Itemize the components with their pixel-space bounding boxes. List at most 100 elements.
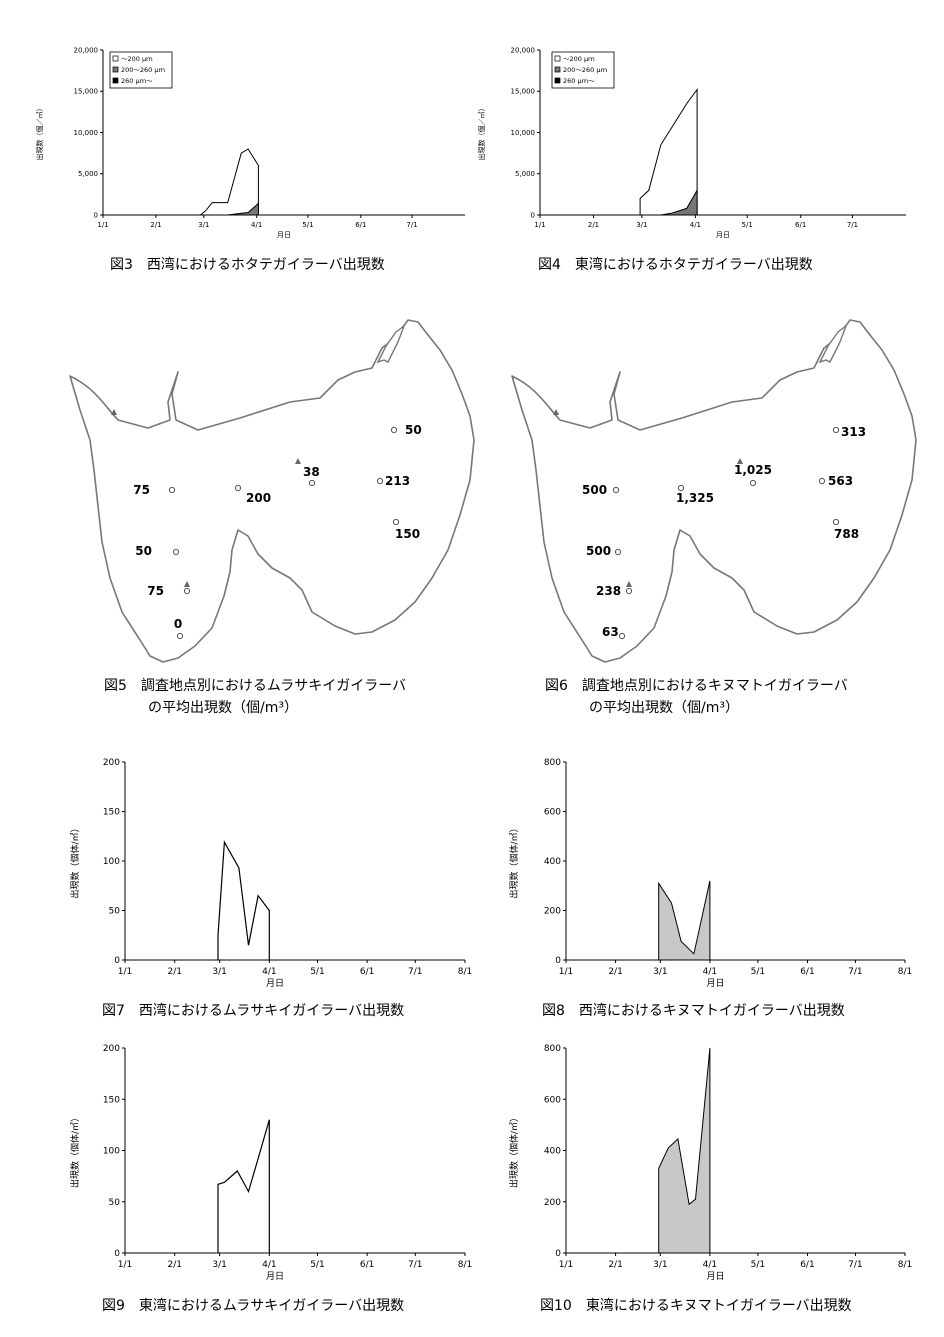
figure-5-map: 50 75 200 38 213 150 50 75 0 — [0, 310, 475, 670]
station-circle — [234, 484, 242, 492]
station-circle — [612, 486, 620, 494]
x-axis-label: 月日 — [277, 231, 291, 239]
x-tick-label: 1/1 — [97, 221, 108, 229]
y-tick-label: 0 — [114, 956, 120, 966]
y-tick-label: 10,000 — [74, 129, 99, 137]
y-tick-label: 15,000 — [74, 88, 99, 96]
chart-fig3: 0 5,000 10,000 15,000 20,000 1/1 2/1 3/1 4/1 5/1 6… — [35, 46, 465, 239]
chart-fig4: 0 5,000 10,000 15,000 20,000 1/1 2/1 3/1 4/1 5/1 6… — [477, 46, 906, 239]
y-tick-label: 800 — [544, 758, 561, 768]
y-tick-label: 50 — [109, 1198, 121, 1208]
x-tick-label: 3/1 — [653, 967, 667, 977]
legend-swatch — [112, 66, 119, 73]
station-circle — [376, 477, 384, 485]
station-value-label: 63 — [602, 625, 619, 639]
legend-entry: ～200 μｍ — [563, 55, 595, 63]
y-tick-label: 100 — [103, 1147, 120, 1157]
caption-fig5-line1: 図5 調査地点別におけるムラサキイガイラーバ — [104, 678, 407, 694]
legend-box — [551, 51, 615, 89]
coastline-group — [511, 319, 917, 663]
x-tick-label: 2/1 — [167, 1260, 181, 1270]
x-tick-label: 5/1 — [751, 967, 765, 977]
x-tick-label: 3/1 — [212, 967, 226, 977]
y-tick-label: 0 — [531, 211, 535, 219]
station-circle — [390, 426, 398, 434]
x-tick-label: 4/1 — [262, 967, 276, 977]
x-tick-label: 4/1 — [690, 221, 701, 229]
y-tick-label: 800 — [544, 1044, 561, 1054]
figure-10: 0 200 400 600 800 1/1 2/1 3/1 4/1 5/1 6/1 7/1 8/1 月日 出… — [472, 1035, 944, 1290]
station-circle — [625, 587, 633, 595]
x-tick-label: 8/1 — [458, 1260, 472, 1270]
y-tick-label: 0 — [114, 1249, 120, 1259]
x-tick-label: 4/1 — [703, 1260, 717, 1270]
y-tick-label: 10,000 — [511, 129, 536, 137]
x-tick-label: 2/1 — [608, 1260, 622, 1270]
station-value-label: 213 — [385, 474, 410, 488]
figure-9: 0 50 100 150 200 1/1 2/1 3/1 4/1 5/1 6/1 7/1 8/1 月日 出現… — [0, 1035, 472, 1290]
x-tick-label: 5/1 — [310, 1260, 324, 1270]
station-value-label: 238 — [596, 584, 621, 598]
station-circle — [832, 426, 840, 434]
station-triangle — [111, 409, 117, 415]
y-axis-label: 出現数（個体/㎥） — [69, 1113, 81, 1188]
caption-fig6-line2: の平均出現数（個/m³） — [589, 700, 739, 716]
legend-swatch — [112, 55, 119, 62]
x-tick-label: 6/1 — [800, 967, 814, 977]
y-tick-label: 20,000 — [511, 46, 536, 54]
y-axis-label: 出現数（個体/㎥） — [508, 823, 520, 898]
legend-entry: 200～260 μｍ — [563, 66, 608, 74]
figure-8: 0 200 400 600 800 1/1 2/1 3/1 4/1 5/1 6/1 7/1 8/1 月日 出… — [472, 745, 944, 997]
x-tick-label: 6/1 — [795, 221, 806, 229]
caption-fig8: 図8 西湾におけるキヌマトイガイラーバ出現数 — [542, 1003, 845, 1019]
caption-fig10: 図10 東湾におけるキヌマトイガイラーバ出現数 — [540, 1298, 852, 1314]
x-tick-label: 1/1 — [118, 1260, 132, 1270]
series-area — [658, 1047, 711, 1254]
x-tick-label: 7/1 — [847, 221, 858, 229]
x-tick-label: 2/1 — [608, 967, 622, 977]
series-line — [217, 1119, 270, 1253]
station-triangle — [553, 409, 559, 415]
y-tick-label: 0 — [94, 211, 98, 219]
station-value-label: 200 — [246, 491, 271, 505]
station-value-label: 563 — [828, 474, 853, 488]
y-tick-label: 5,000 — [78, 170, 98, 178]
y-tick-label: 200 — [544, 1198, 561, 1208]
station-value-label: 500 — [582, 483, 607, 497]
y-tick-label: 150 — [103, 808, 120, 818]
station-value-label: 75 — [133, 483, 150, 497]
figure-6-map: 313 500 1,325 1,025 563 788 500 238 63 — [472, 310, 944, 670]
station-circle — [168, 486, 176, 494]
station-triangle — [626, 581, 632, 587]
y-tick-label: 600 — [544, 1095, 561, 1105]
y-tick-label: 400 — [544, 1147, 561, 1157]
caption-fig3: 図3 西湾におけるホタテガイラーバ出現数 — [110, 257, 385, 273]
y-tick-label: 200 — [103, 1044, 120, 1054]
x-axis-label: 月日 — [716, 231, 730, 239]
y-tick-label: 200 — [103, 758, 120, 768]
x-tick-label: 3/1 — [212, 1260, 226, 1270]
legend-swatch — [554, 77, 561, 84]
station-value-label: 0 — [174, 617, 182, 631]
x-tick-label: 5/1 — [742, 221, 753, 229]
station-value-label: 1,325 — [676, 491, 714, 505]
y-tick-label: 15,000 — [511, 88, 536, 96]
station-circle — [614, 548, 622, 556]
caption-fig6-line1: 図6 調査地点別におけるキヌマトイガイラーバ — [545, 678, 848, 694]
x-tick-label: 7/1 — [408, 1260, 422, 1270]
x-tick-label: 8/1 — [898, 1260, 912, 1270]
caption-fig7: 図7 西湾におけるムラサキイガイラーバ出現数 — [102, 1003, 405, 1019]
x-tick-label: 1/1 — [118, 967, 132, 977]
x-tick-label: 8/1 — [458, 967, 472, 977]
station-value-label: 50 — [135, 544, 152, 558]
caption-fig9: 図9 東湾におけるムラサキイガイラーバ出現数 — [102, 1298, 405, 1314]
station-value-label: 75 — [147, 584, 164, 598]
station-value-label: 500 — [586, 544, 611, 558]
map-fig6: 313 500 1,325 1,025 563 788 500 238 63 — [511, 319, 917, 663]
y-axis-label: 出現数（個体/㎥） — [508, 1113, 520, 1188]
x-tick-label: 5/1 — [310, 967, 324, 977]
station-circle — [818, 477, 826, 485]
series-area-1 — [198, 148, 259, 216]
legend-entry: ～200 μｍ — [121, 55, 153, 63]
x-tick-label: 7/1 — [848, 967, 862, 977]
